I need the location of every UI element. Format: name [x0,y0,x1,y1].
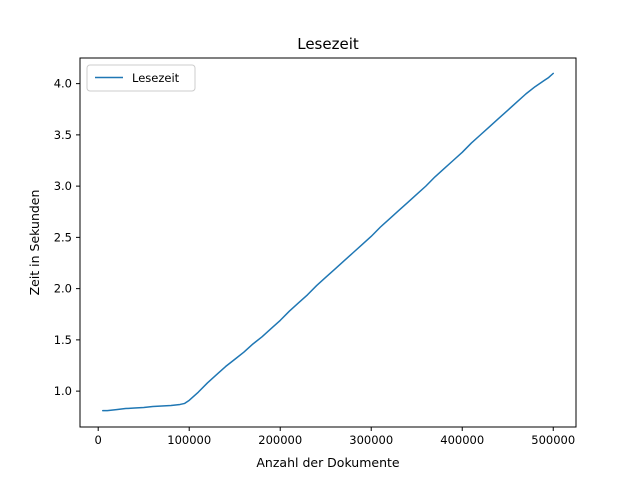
series-line-lesezeit [102,72,554,412]
y-tick-label: 4.0 [54,77,72,91]
y-tick-label: 2.0 [54,282,72,296]
plot-area [79,57,577,428]
y-tick-label: 1.5 [54,333,72,347]
legend-box [86,64,196,92]
series-layer [102,72,554,412]
y-tick-label: 2.5 [54,230,72,244]
legend-label: Lesezeit [132,71,180,85]
x-tick-label: 0 [95,433,102,447]
x-axis-ticks: 0 100000 200000 300000 400000 500000 [95,427,575,447]
x-tick-label: 100000 [167,433,211,447]
axes-frame [79,57,577,428]
x-tick-label: 500000 [531,433,575,447]
y-axis-label: Zeit in Sekunden [27,190,42,296]
y-tick-label: 3.5 [54,128,72,142]
x-tick-label: 200000 [258,433,302,447]
x-tick-label: 300000 [349,433,393,447]
y-axis-ticks: 1.0 1.5 2.0 2.5 3.0 3.5 4.0 [54,77,80,398]
y-tick-label: 1.0 [54,384,72,398]
x-tick-label: 400000 [440,433,484,447]
x-axis-label: Anzahl der Dokumente [256,455,400,470]
chart-title: Lesezeit [297,35,359,53]
y-tick-label: 3.0 [54,179,72,193]
legend: Lesezeit [86,64,196,92]
